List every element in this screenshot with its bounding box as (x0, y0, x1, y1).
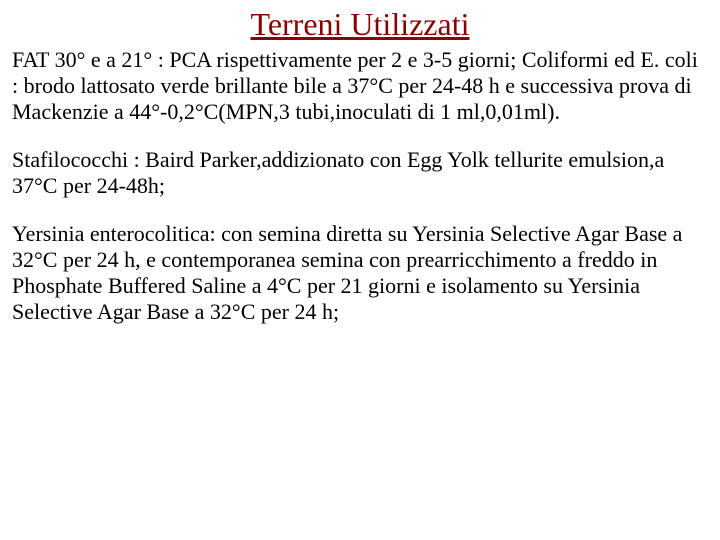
slide-container: Terreni Utilizzati FAT 30° e a 21° : PCA… (0, 0, 720, 540)
paragraph-3: Yersinia enterocolitica: con semina dire… (12, 221, 708, 325)
paragraph-1: FAT 30° e a 21° : PCA rispettivamente pe… (12, 47, 708, 125)
paragraph-2: Stafilococchi : Baird Parker,addizionato… (12, 147, 708, 199)
slide-title: Terreni Utilizzati (12, 6, 708, 43)
